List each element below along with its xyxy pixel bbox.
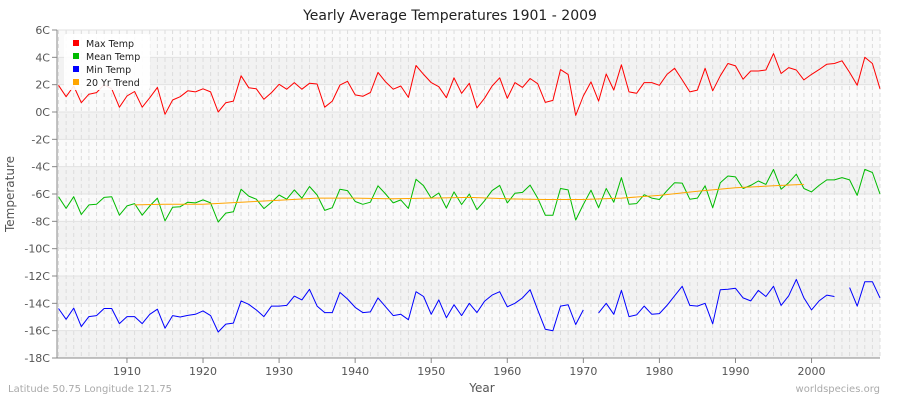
legend-swatch — [73, 40, 79, 46]
x-tick-label: 1980 — [645, 365, 673, 378]
y-tick-label: -8C — [31, 215, 50, 228]
legend-label: 20 Yr Trend — [86, 78, 140, 89]
x-tick-label: 1910 — [113, 365, 141, 378]
y-tick-label: -18C — [24, 352, 50, 365]
y-tick-label: -14C — [24, 297, 50, 310]
y-axis-label: Temperature — [3, 156, 17, 233]
y-tick-label: 2C — [35, 79, 50, 92]
legend-label: Min Temp — [86, 65, 131, 76]
y-tick-label: -6C — [31, 188, 50, 201]
series-line-20-yr-trend — [134, 183, 804, 206]
legend-box — [64, 34, 150, 90]
x-tick-label: 1960 — [493, 365, 521, 378]
y-tick-label: 4C — [35, 51, 50, 64]
legend-label: Mean Temp — [86, 52, 140, 63]
chart-title: Yearly Average Temperatures 1901 - 2009 — [303, 8, 597, 24]
legend-swatch — [73, 53, 79, 59]
x-tick-label: 1940 — [341, 365, 369, 378]
y-tick-label: -4C — [31, 161, 50, 174]
x-tick-label: 1920 — [189, 365, 217, 378]
x-axis-label: Year — [468, 381, 494, 395]
series-line-max-temp — [58, 53, 881, 116]
y-tick-label: 0C — [35, 106, 50, 119]
x-tick-label: 1990 — [721, 365, 749, 378]
x-tick-label: 1950 — [417, 365, 445, 378]
series-line-mean-temp — [58, 168, 881, 223]
y-tick-label: -16C — [24, 325, 50, 338]
y-tick-label: 6C — [35, 24, 50, 37]
series-line-min-temp — [58, 278, 881, 333]
location-label: Latitude 50.75 Longitude 121.75 — [8, 384, 173, 395]
x-tick-label: 1970 — [569, 365, 597, 378]
x-tick-label: 1930 — [265, 365, 293, 378]
source-label: worldspecies.org — [795, 384, 880, 395]
y-tick-label: -2C — [31, 133, 50, 146]
legend-swatch — [73, 79, 79, 85]
y-tick-label: -12C — [24, 270, 50, 283]
legend-swatch — [73, 66, 79, 72]
legend-label: Max Temp — [86, 39, 134, 50]
y-tick-label: -10C — [24, 243, 50, 256]
x-tick-label: 2000 — [798, 365, 826, 378]
